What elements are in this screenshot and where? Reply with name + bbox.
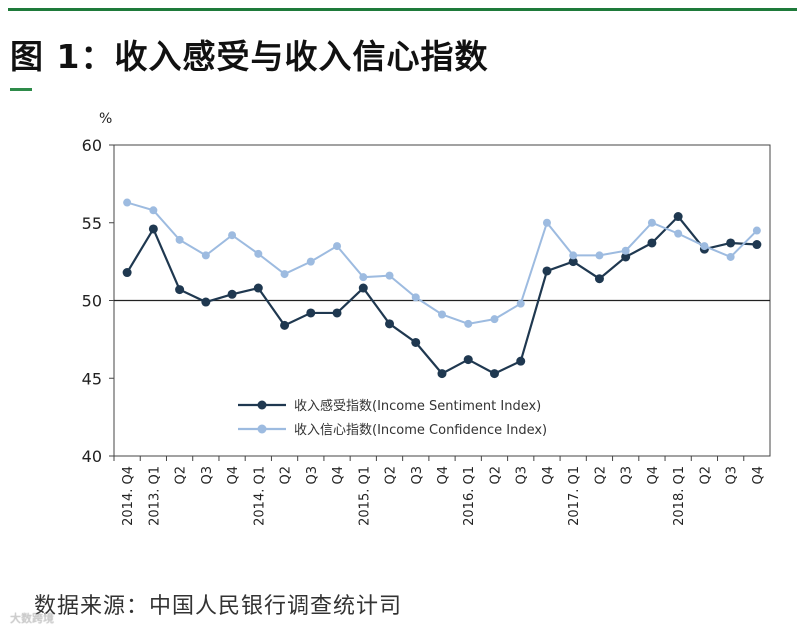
series-2-point xyxy=(542,218,551,227)
series-1-point xyxy=(568,257,578,267)
series-1-point xyxy=(358,283,368,293)
series-1-point xyxy=(332,308,342,318)
legend-label-2: 收入信心指数(Income Confidence Index) xyxy=(294,423,547,438)
series-1-point xyxy=(201,297,211,307)
series-1-point xyxy=(489,369,499,379)
y-tick-label: 40 xyxy=(82,447,102,466)
series-2-point xyxy=(149,206,158,215)
series-1-point xyxy=(463,355,473,365)
chart-series xyxy=(122,198,762,379)
series-2-point xyxy=(411,293,420,302)
x-tick-label: Q2 xyxy=(488,466,503,485)
x-tick-label: 2014. Q1 xyxy=(252,466,267,526)
series-1-point xyxy=(647,238,657,248)
series-2-point xyxy=(569,251,578,260)
y-tick-label: 45 xyxy=(82,369,102,388)
data-source-note: 数据来源：中国人民银行调查统计司 xyxy=(34,594,403,619)
series-2-point xyxy=(464,319,473,328)
x-tick-label: Q4 xyxy=(331,466,346,485)
series-1-point xyxy=(253,283,263,293)
series-2-point xyxy=(752,226,761,235)
series-1-point xyxy=(752,240,762,250)
series-1-point xyxy=(542,266,552,276)
y-axis-unit-label: % xyxy=(99,111,113,127)
x-tick-label: Q4 xyxy=(751,466,766,485)
series-2-point xyxy=(700,242,709,251)
top-rule xyxy=(8,8,797,11)
series-2-point xyxy=(621,246,630,255)
y-tick-label: 60 xyxy=(82,136,102,155)
series-2-point xyxy=(359,273,368,282)
series-1-point xyxy=(227,289,237,299)
series-2-point xyxy=(306,257,315,266)
series-2-point xyxy=(228,231,237,240)
chart-axes: 40 45 50 55 60 2014. Q4 2013. Q1 Q2 Q3 Q4 2014. Q1… xyxy=(82,136,771,526)
chart-legend: 收入感受指数(Income Sentiment Index) 收入信心指数(Inc… xyxy=(238,398,547,438)
x-tick-label: Q4 xyxy=(436,466,451,485)
x-tick-label: Q3 xyxy=(200,466,215,485)
series-2-point xyxy=(123,198,132,207)
series-2-point xyxy=(647,218,656,227)
x-tick-label: 2013. Q1 xyxy=(147,466,162,526)
x-tick-label: Q2 xyxy=(698,466,713,485)
x-tick-label: Q3 xyxy=(515,466,530,485)
x-tick-label: Q3 xyxy=(410,466,425,485)
x-tick-label: 2016. Q1 xyxy=(462,466,477,526)
series-1-point xyxy=(122,268,132,278)
series-2-point xyxy=(726,252,735,261)
series-2-point xyxy=(490,315,499,324)
series-1-point xyxy=(437,369,447,379)
x-tick-label: Q2 xyxy=(174,466,189,485)
series-2-point xyxy=(595,251,604,260)
series-line-2 xyxy=(126,201,758,325)
series-2-point xyxy=(385,271,394,280)
x-tick-label: Q4 xyxy=(541,466,556,485)
y-tick-label: 55 xyxy=(82,214,102,233)
series-1-point xyxy=(673,212,683,222)
x-tick-label: 2017. Q1 xyxy=(567,466,582,526)
series-2-point xyxy=(201,251,210,260)
series-1-point xyxy=(594,274,604,284)
series-2-point xyxy=(175,235,184,244)
x-tick-label: Q3 xyxy=(620,466,635,485)
series-1-point xyxy=(516,356,526,366)
series-2-point xyxy=(516,299,525,308)
legend-marker-2 xyxy=(257,424,267,434)
x-tick-label: Q4 xyxy=(646,466,661,485)
series-1-point xyxy=(280,320,290,330)
series-2-point xyxy=(280,270,289,279)
x-tick-label: 2018. Q1 xyxy=(672,466,687,526)
x-tick-label: Q2 xyxy=(279,466,294,485)
series-2-point xyxy=(674,229,683,238)
series-2-point xyxy=(438,310,446,319)
series-1-point xyxy=(306,308,316,318)
watermark: 大数跨境 xyxy=(10,612,54,625)
series-2-point xyxy=(333,242,342,251)
legend-marker-1 xyxy=(257,400,267,410)
y-tick-label: 50 xyxy=(82,292,102,311)
legend-label-1: 收入感受指数(Income Sentiment Index) xyxy=(294,398,541,414)
x-tick-label: Q3 xyxy=(725,466,740,485)
series-1-point xyxy=(175,285,185,295)
x-tick-label: Q2 xyxy=(384,466,399,485)
series-line-1 xyxy=(126,214,757,375)
x-tick-label: 2014. Q4 xyxy=(121,466,136,526)
x-tick-label: Q2 xyxy=(593,466,608,485)
series-1-point xyxy=(385,319,395,329)
title-accent-bar xyxy=(10,88,32,91)
series-2-point xyxy=(254,249,263,258)
x-tick-label: Q3 xyxy=(305,466,320,485)
x-tick-label: Q4 xyxy=(226,466,241,485)
chart-title: 图 1：收入感受与收入信心指数 xyxy=(10,37,489,76)
series-1-point xyxy=(726,238,736,248)
series-1-point xyxy=(148,224,158,234)
series-1-point xyxy=(621,252,631,262)
series-1-point xyxy=(411,337,421,347)
x-tick-label: 2015. Q1 xyxy=(357,466,372,526)
